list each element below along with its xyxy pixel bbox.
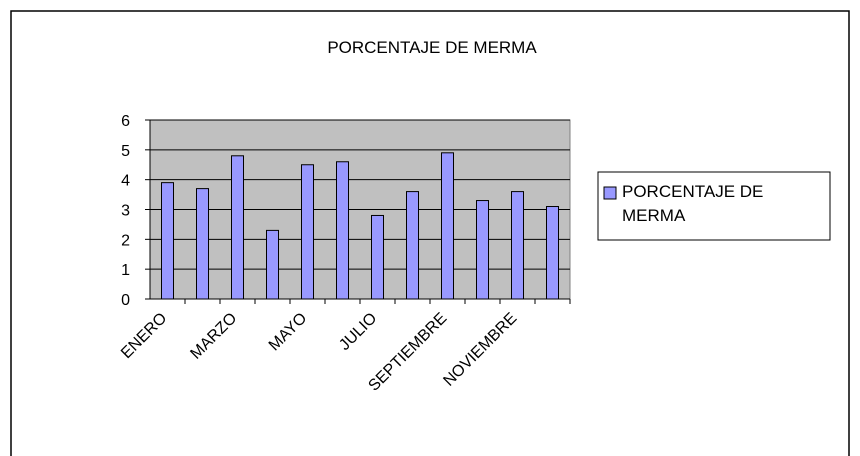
bar xyxy=(406,191,419,300)
bar xyxy=(196,188,209,300)
y-tick-label: 5 xyxy=(121,143,130,160)
bar xyxy=(371,214,384,300)
legend-label: PORCENTAJE DE MERMA xyxy=(622,182,764,225)
bar xyxy=(441,152,454,300)
bar xyxy=(231,155,244,300)
bar xyxy=(476,200,489,300)
bar xyxy=(546,206,559,300)
y-tick-label: 3 xyxy=(121,203,130,220)
y-tick-label: 1 xyxy=(121,262,130,279)
bar xyxy=(301,164,314,300)
legend-swatch xyxy=(603,186,617,200)
chart-title: PORCENTAJE DE MERMA xyxy=(327,38,537,57)
bar xyxy=(511,191,524,300)
y-tick-label: 2 xyxy=(121,232,130,249)
y-tick-label: 6 xyxy=(121,113,130,130)
y-tick-label: 0 xyxy=(121,292,130,309)
legend-box xyxy=(597,171,831,241)
bar xyxy=(336,161,349,300)
y-tick-label: 4 xyxy=(121,173,130,190)
bar xyxy=(266,229,279,300)
bar xyxy=(161,182,174,300)
